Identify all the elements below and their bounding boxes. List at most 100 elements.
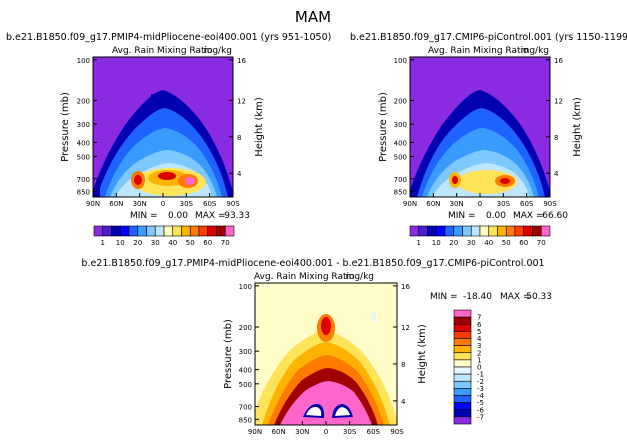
panel-picontrol: b.e21.B1850.f09_g17.CMIP6-piControl.001 … bbox=[350, 32, 627, 247]
colorbar-swatch bbox=[119, 225, 130, 237]
panel3-contours bbox=[255, 312, 397, 425]
x-tick-label: 0 bbox=[478, 200, 482, 208]
y-tick-label: 200 bbox=[394, 97, 407, 105]
panel2-min-label: MIN = bbox=[448, 211, 476, 221]
colorbar-swatch bbox=[198, 225, 209, 237]
colorbar-swatch bbox=[181, 225, 191, 237]
colorbar-swatch bbox=[462, 225, 472, 237]
colorbar-swatch bbox=[189, 225, 200, 237]
panel1-ylabel-right: Height (km) bbox=[254, 97, 265, 157]
colorbar-label: 20 bbox=[133, 239, 142, 247]
colorbar-swatch bbox=[453, 225, 463, 237]
colorbar-swatch bbox=[540, 225, 551, 237]
panel1-title: b.e21.B1850.f09_g17.PMIP4-midPliocene-eo… bbox=[6, 32, 331, 43]
panel1-units: mg/kg bbox=[204, 46, 232, 56]
colorbar-swatch bbox=[453, 316, 472, 325]
y-right-tick-label: 12 bbox=[237, 97, 246, 105]
y-tick-label: 850 bbox=[394, 188, 407, 196]
x-tick-label: 0 bbox=[324, 428, 328, 436]
panel1-subtitle: Avg. Rain Mixing Ratio bbox=[112, 46, 213, 56]
panel3-x-ticks: 90N 60N 30N 0 30S 60S 90S bbox=[248, 421, 404, 436]
colorbar-label: 30 bbox=[151, 239, 160, 247]
colorbar-label: -1 bbox=[477, 371, 484, 379]
colorbar-swatch bbox=[453, 380, 472, 389]
panel3-title: b.e21.B1850.f09_g17.PMIP4-midPliocene-eo… bbox=[81, 258, 544, 269]
colorbar-swatch bbox=[514, 225, 525, 237]
y-tick-label: 700 bbox=[239, 404, 252, 412]
colorbar-swatch bbox=[172, 225, 182, 237]
colorbar-swatch bbox=[453, 366, 472, 375]
y-right-tick-label: 4 bbox=[554, 170, 559, 178]
y-right-tick-label: 16 bbox=[554, 57, 563, 65]
panel3-ylabel: Pressure (mb) bbox=[223, 319, 234, 389]
y-tick-label: 100 bbox=[239, 283, 252, 291]
colorbar-swatch bbox=[409, 225, 420, 237]
page-title: MAM bbox=[295, 8, 331, 26]
y-tick-label: 500 bbox=[239, 381, 252, 389]
colorbar-label: 10 bbox=[432, 239, 441, 247]
x-tick-label: 60N bbox=[109, 200, 123, 208]
y-tick-label: 100 bbox=[77, 57, 90, 65]
panel1-max-value: 93.33 bbox=[224, 211, 250, 221]
panel2-max-label: MAX = bbox=[513, 211, 544, 221]
colorbar-swatch bbox=[453, 395, 472, 403]
y-tick-label: 850 bbox=[77, 188, 90, 196]
colorbar-swatch bbox=[216, 225, 226, 237]
x-tick-label: 90S bbox=[390, 428, 404, 436]
panel-difference: b.e21.B1850.f09_g17.PMIP4-midPliocene-eo… bbox=[81, 258, 552, 436]
x-tick-label: 60S bbox=[367, 428, 381, 436]
colorbar-label: 1 bbox=[477, 356, 481, 364]
panel2-contours bbox=[410, 90, 550, 197]
colorbar-swatch bbox=[470, 225, 481, 237]
panel1-x-ticks: 90N 60N 30N 0 30S 60S 90S bbox=[86, 193, 240, 208]
panel2-title: b.e21.B1850.f09_g17.CMIP6-piControl.001 … bbox=[350, 32, 627, 43]
colorbar-swatch bbox=[479, 225, 490, 237]
colorbar-swatch bbox=[453, 416, 472, 425]
panel2-x-ticks: 90N 60N 30N 0 30S 60S 90S bbox=[403, 193, 557, 208]
colorbar-swatch bbox=[163, 225, 174, 237]
colorbar-label: -2 bbox=[477, 378, 484, 386]
colorbar-swatch bbox=[453, 338, 472, 346]
y-tick-label: 200 bbox=[77, 97, 90, 105]
y-right-tick-label: 8 bbox=[401, 361, 405, 369]
colorbar-label: 1 bbox=[101, 239, 105, 247]
y-tick-label: 300 bbox=[239, 348, 252, 356]
colorbar-label: 30 bbox=[467, 239, 476, 247]
colorbar-label: 70 bbox=[537, 239, 546, 247]
y-right-tick-label: 4 bbox=[401, 398, 406, 406]
colorbar-swatch bbox=[435, 225, 446, 237]
x-tick-label: 90S bbox=[226, 200, 240, 208]
colorbar-swatch bbox=[453, 309, 472, 318]
panel3-units: mg/kg bbox=[346, 272, 374, 282]
colorbar-label: -3 bbox=[477, 385, 484, 393]
colorbar-swatch bbox=[505, 225, 516, 237]
colorbar-label: 40 bbox=[484, 239, 493, 247]
panel1-ylabel: Pressure (mb) bbox=[60, 92, 71, 162]
panel3-y-ticks: 100 200 300 400 500 700 850 bbox=[239, 283, 259, 424]
colorbar-label: 5 bbox=[477, 328, 481, 336]
colorbar-label: 60 bbox=[519, 239, 528, 247]
panel3-max-label: MAX = bbox=[500, 292, 531, 302]
colorbar-label: 50 bbox=[186, 239, 195, 247]
panel3-ylabel-right: Height (km) bbox=[417, 324, 428, 384]
colorbar-swatch bbox=[453, 331, 472, 339]
x-tick-label: 30S bbox=[497, 200, 511, 208]
panel2-y-ticks-right: 16 12 8 4 bbox=[546, 57, 563, 178]
x-tick-label: 30N bbox=[295, 428, 309, 436]
x-tick-label: 60S bbox=[520, 200, 534, 208]
panel3-max-value: 50.33 bbox=[526, 292, 552, 302]
y-tick-label: 700 bbox=[394, 176, 407, 184]
colorbar-swatch bbox=[453, 409, 472, 418]
panel1-min-label: MIN = bbox=[130, 211, 158, 221]
colorbar-label: 7 bbox=[477, 314, 481, 322]
y-right-tick-label: 8 bbox=[237, 134, 241, 142]
x-tick-label: 90S bbox=[543, 200, 557, 208]
x-tick-label: 30S bbox=[180, 200, 194, 208]
colorbar-swatch bbox=[453, 323, 472, 332]
x-tick-label: 60N bbox=[426, 200, 440, 208]
colorbar-label: 10 bbox=[116, 239, 125, 247]
y-tick-label: 200 bbox=[239, 324, 252, 332]
y-tick-label: 500 bbox=[77, 153, 90, 161]
colorbar-swatch bbox=[453, 388, 472, 396]
